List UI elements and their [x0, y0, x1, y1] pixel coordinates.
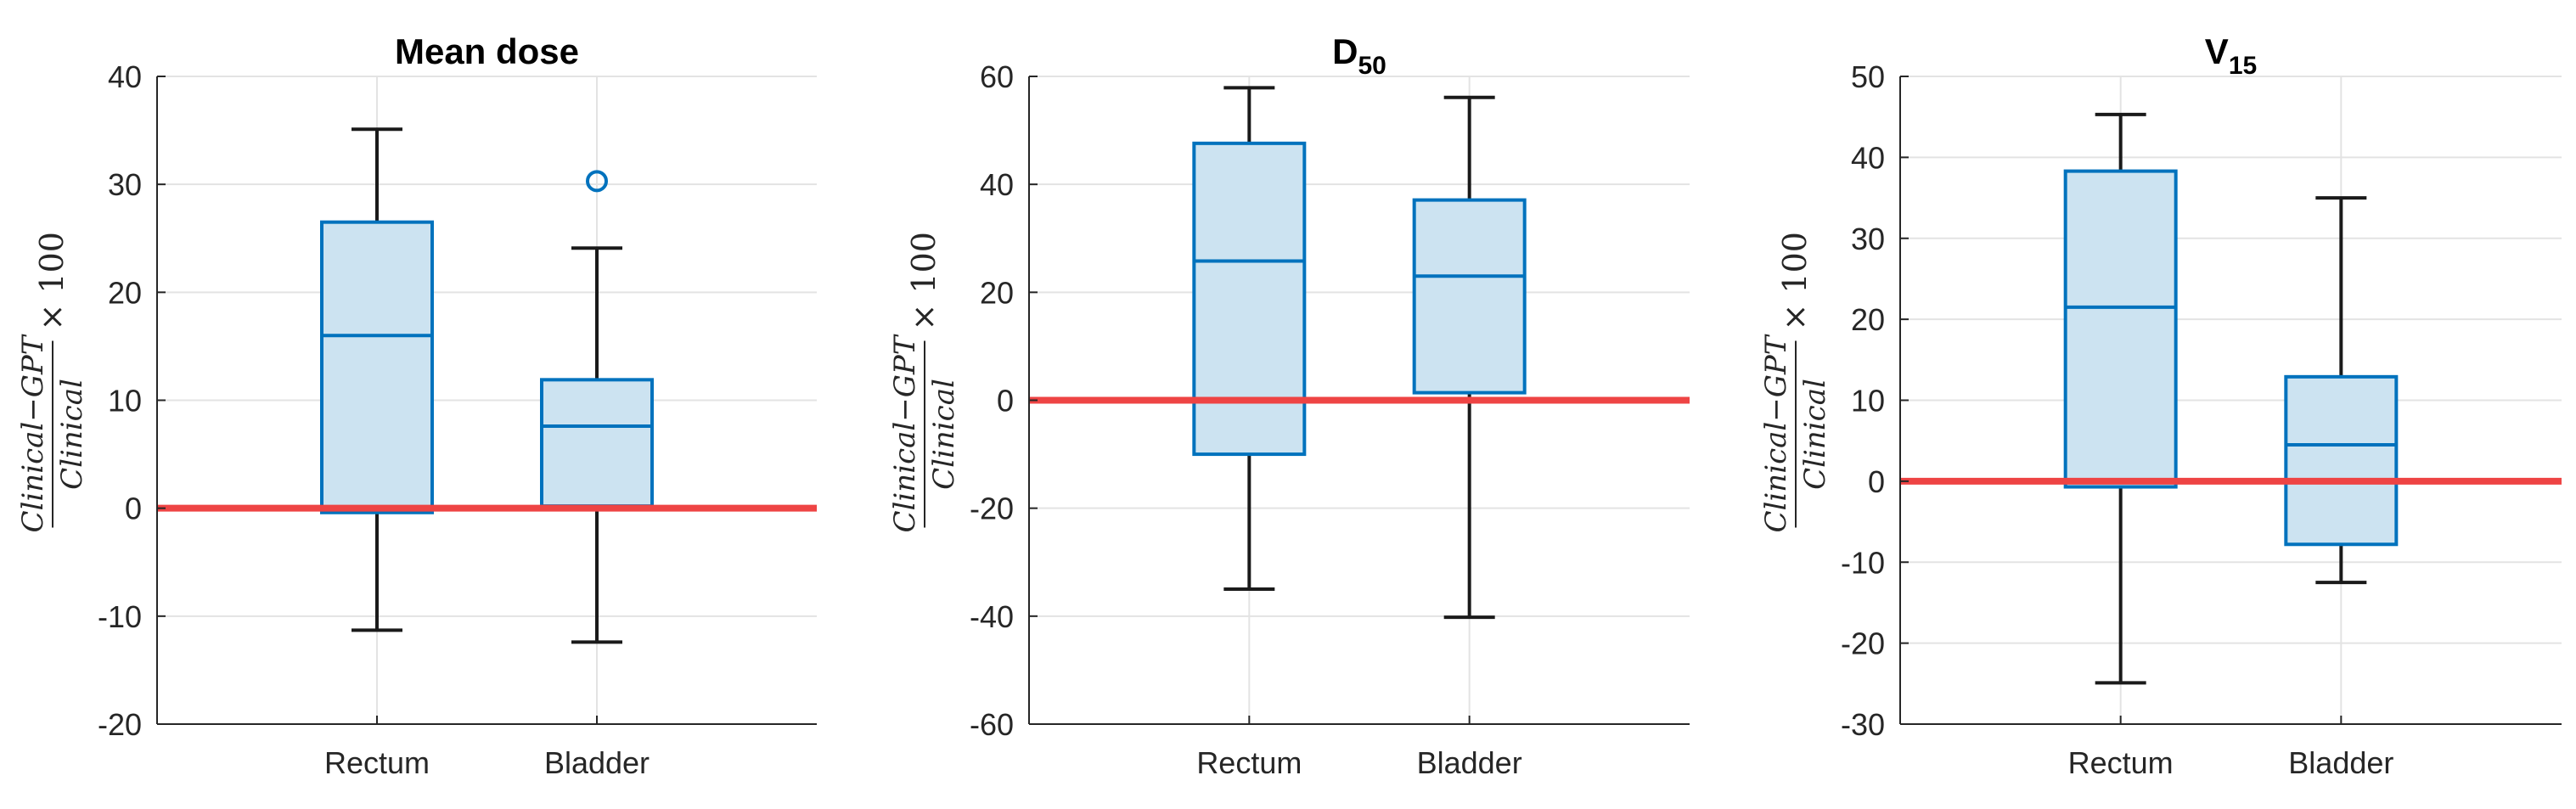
chart-title-main: V — [2205, 31, 2229, 71]
x-tick-label: Bladder — [2288, 745, 2393, 780]
x-tick-label: Rectum — [1196, 745, 1302, 780]
y-tick-label: 20 — [980, 275, 1014, 310]
chart-title-subscript: 15 — [2229, 52, 2257, 80]
y-axis-label: Clinical−GPT Clinical × 100 — [1759, 232, 1832, 532]
x-tick-label: Rectum — [2068, 745, 2174, 780]
box-body — [320, 220, 434, 514]
y-tick-label: -60 — [970, 707, 1014, 742]
x-tick-label: Bladder — [544, 745, 650, 780]
y-tick-label: 30 — [1851, 222, 1885, 256]
box-bladder — [1412, 95, 1527, 620]
box-bladder — [2284, 196, 2399, 585]
box-rectum — [2063, 112, 2178, 685]
y-tick-label: -30 — [1841, 707, 1885, 742]
x-tick-label: Rectum — [324, 745, 430, 780]
y-tick-label: 20 — [1851, 302, 1885, 337]
y-axis-label: Clinical−GPT Clinical × 100 — [16, 232, 89, 532]
box-body — [1412, 198, 1527, 395]
y-tick-label: 0 — [1868, 464, 1885, 499]
y-tick-label: -40 — [970, 599, 1014, 634]
box-body — [1192, 141, 1307, 457]
box-body — [2063, 169, 2178, 489]
y-label-denominator: Clinical — [1798, 379, 1832, 490]
chart-title: V15 — [2205, 31, 2257, 80]
y-tick-label: 40 — [1851, 140, 1885, 175]
chart-panel-2: -60 -40 -20 0 20 40 60 Rectum Bladder D50 Clinical… — [888, 31, 1690, 780]
y-label-numerator: Clinical−GPT — [888, 334, 922, 532]
y-tick-label: 20 — [108, 275, 142, 310]
y-label-multiplier: × 100 — [33, 232, 70, 330]
box-bladder — [540, 170, 654, 644]
y-tick-label: 60 — [980, 59, 1014, 94]
y-tick-label: 0 — [125, 492, 142, 526]
chart-title-main: Mean dose — [395, 31, 579, 71]
y-tick-label: 0 — [997, 384, 1014, 419]
y-tick-label: 50 — [1851, 59, 1885, 94]
y-tick-label: -20 — [98, 707, 142, 742]
chart-title-main: D — [1332, 31, 1358, 71]
outlier-point — [586, 170, 608, 193]
y-tick-label: 10 — [1851, 384, 1885, 419]
chart-title: Mean dose — [395, 31, 579, 71]
y-axis-label: Clinical−GPT Clinical × 100 — [888, 232, 961, 532]
box-rectum — [320, 127, 434, 632]
chart-panel-3: -30 -20 -10 0 10 20 30 40 50 Rectum Bladder V15 Clin… — [1759, 31, 2562, 780]
box-body — [2284, 374, 2399, 547]
x-tick-label: Bladder — [1417, 745, 1522, 780]
chart-panel-1: -20 -10 0 10 20 30 40 Rectum Bladder Mean dose Cli… — [16, 31, 817, 780]
y-tick-label: 40 — [980, 167, 1014, 202]
y-tick-label: -10 — [98, 599, 142, 634]
chart-title-subscript: 50 — [1358, 52, 1386, 80]
chart-title: D50 — [1332, 31, 1386, 80]
y-tick-label: -20 — [1841, 626, 1885, 661]
box-body — [540, 378, 654, 508]
y-label-multiplier: × 100 — [905, 232, 942, 330]
y-tick-label: 30 — [108, 167, 142, 202]
y-label-denominator: Clinical — [927, 379, 961, 490]
y-label-multiplier: × 100 — [1776, 232, 1814, 330]
y-label-numerator: Clinical−GPT — [16, 334, 50, 532]
y-tick-label: -10 — [1841, 545, 1885, 580]
y-tick-label: 40 — [108, 59, 142, 94]
y-label-numerator: Clinical−GPT — [1759, 334, 1793, 532]
y-label-denominator: Clinical — [55, 379, 89, 490]
y-tick-label: 10 — [108, 384, 142, 419]
box-rectum — [1192, 86, 1307, 592]
y-tick-label: -20 — [970, 492, 1014, 526]
